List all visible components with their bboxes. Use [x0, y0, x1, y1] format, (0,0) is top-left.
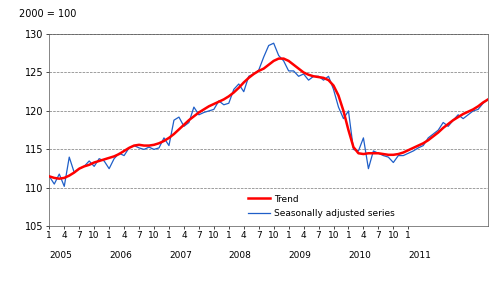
- Seasonally adjusted series: [221, 103, 227, 106]
- Seasonally adjusted series: [485, 98, 491, 101]
- Text: 2008: 2008: [229, 251, 251, 260]
- Seasonally adjusted series: [61, 185, 67, 188]
- Line: Seasonally adjusted series: Seasonally adjusted series: [49, 43, 488, 186]
- Text: 2005: 2005: [49, 251, 72, 260]
- Trend: [485, 98, 491, 101]
- Seasonally adjusted series: [96, 157, 102, 160]
- Line: Trend: Trend: [49, 59, 488, 179]
- Text: 2009: 2009: [288, 251, 312, 260]
- Text: 2006: 2006: [109, 251, 132, 260]
- Trend: [281, 57, 286, 60]
- Seasonally adjusted series: [445, 125, 451, 128]
- Trend: [445, 122, 451, 126]
- Text: 2000 = 100: 2000 = 100: [19, 8, 76, 19]
- Legend: Trend, Seasonally adjusted series: Trend, Seasonally adjusted series: [248, 195, 395, 218]
- Seasonally adjusted series: [141, 148, 147, 151]
- Trend: [46, 175, 52, 178]
- Seasonally adjusted series: [106, 167, 112, 170]
- Seasonally adjusted series: [271, 42, 277, 45]
- Trend: [96, 159, 102, 163]
- Text: 2010: 2010: [349, 251, 371, 260]
- Text: 2011: 2011: [408, 251, 431, 260]
- Seasonally adjusted series: [46, 175, 52, 178]
- Trend: [106, 156, 112, 160]
- Text: 2007: 2007: [169, 251, 192, 260]
- Trend: [221, 98, 227, 101]
- Trend: [276, 57, 282, 60]
- Trend: [56, 177, 62, 180]
- Seasonally adjusted series: [281, 59, 286, 63]
- Trend: [141, 144, 147, 147]
